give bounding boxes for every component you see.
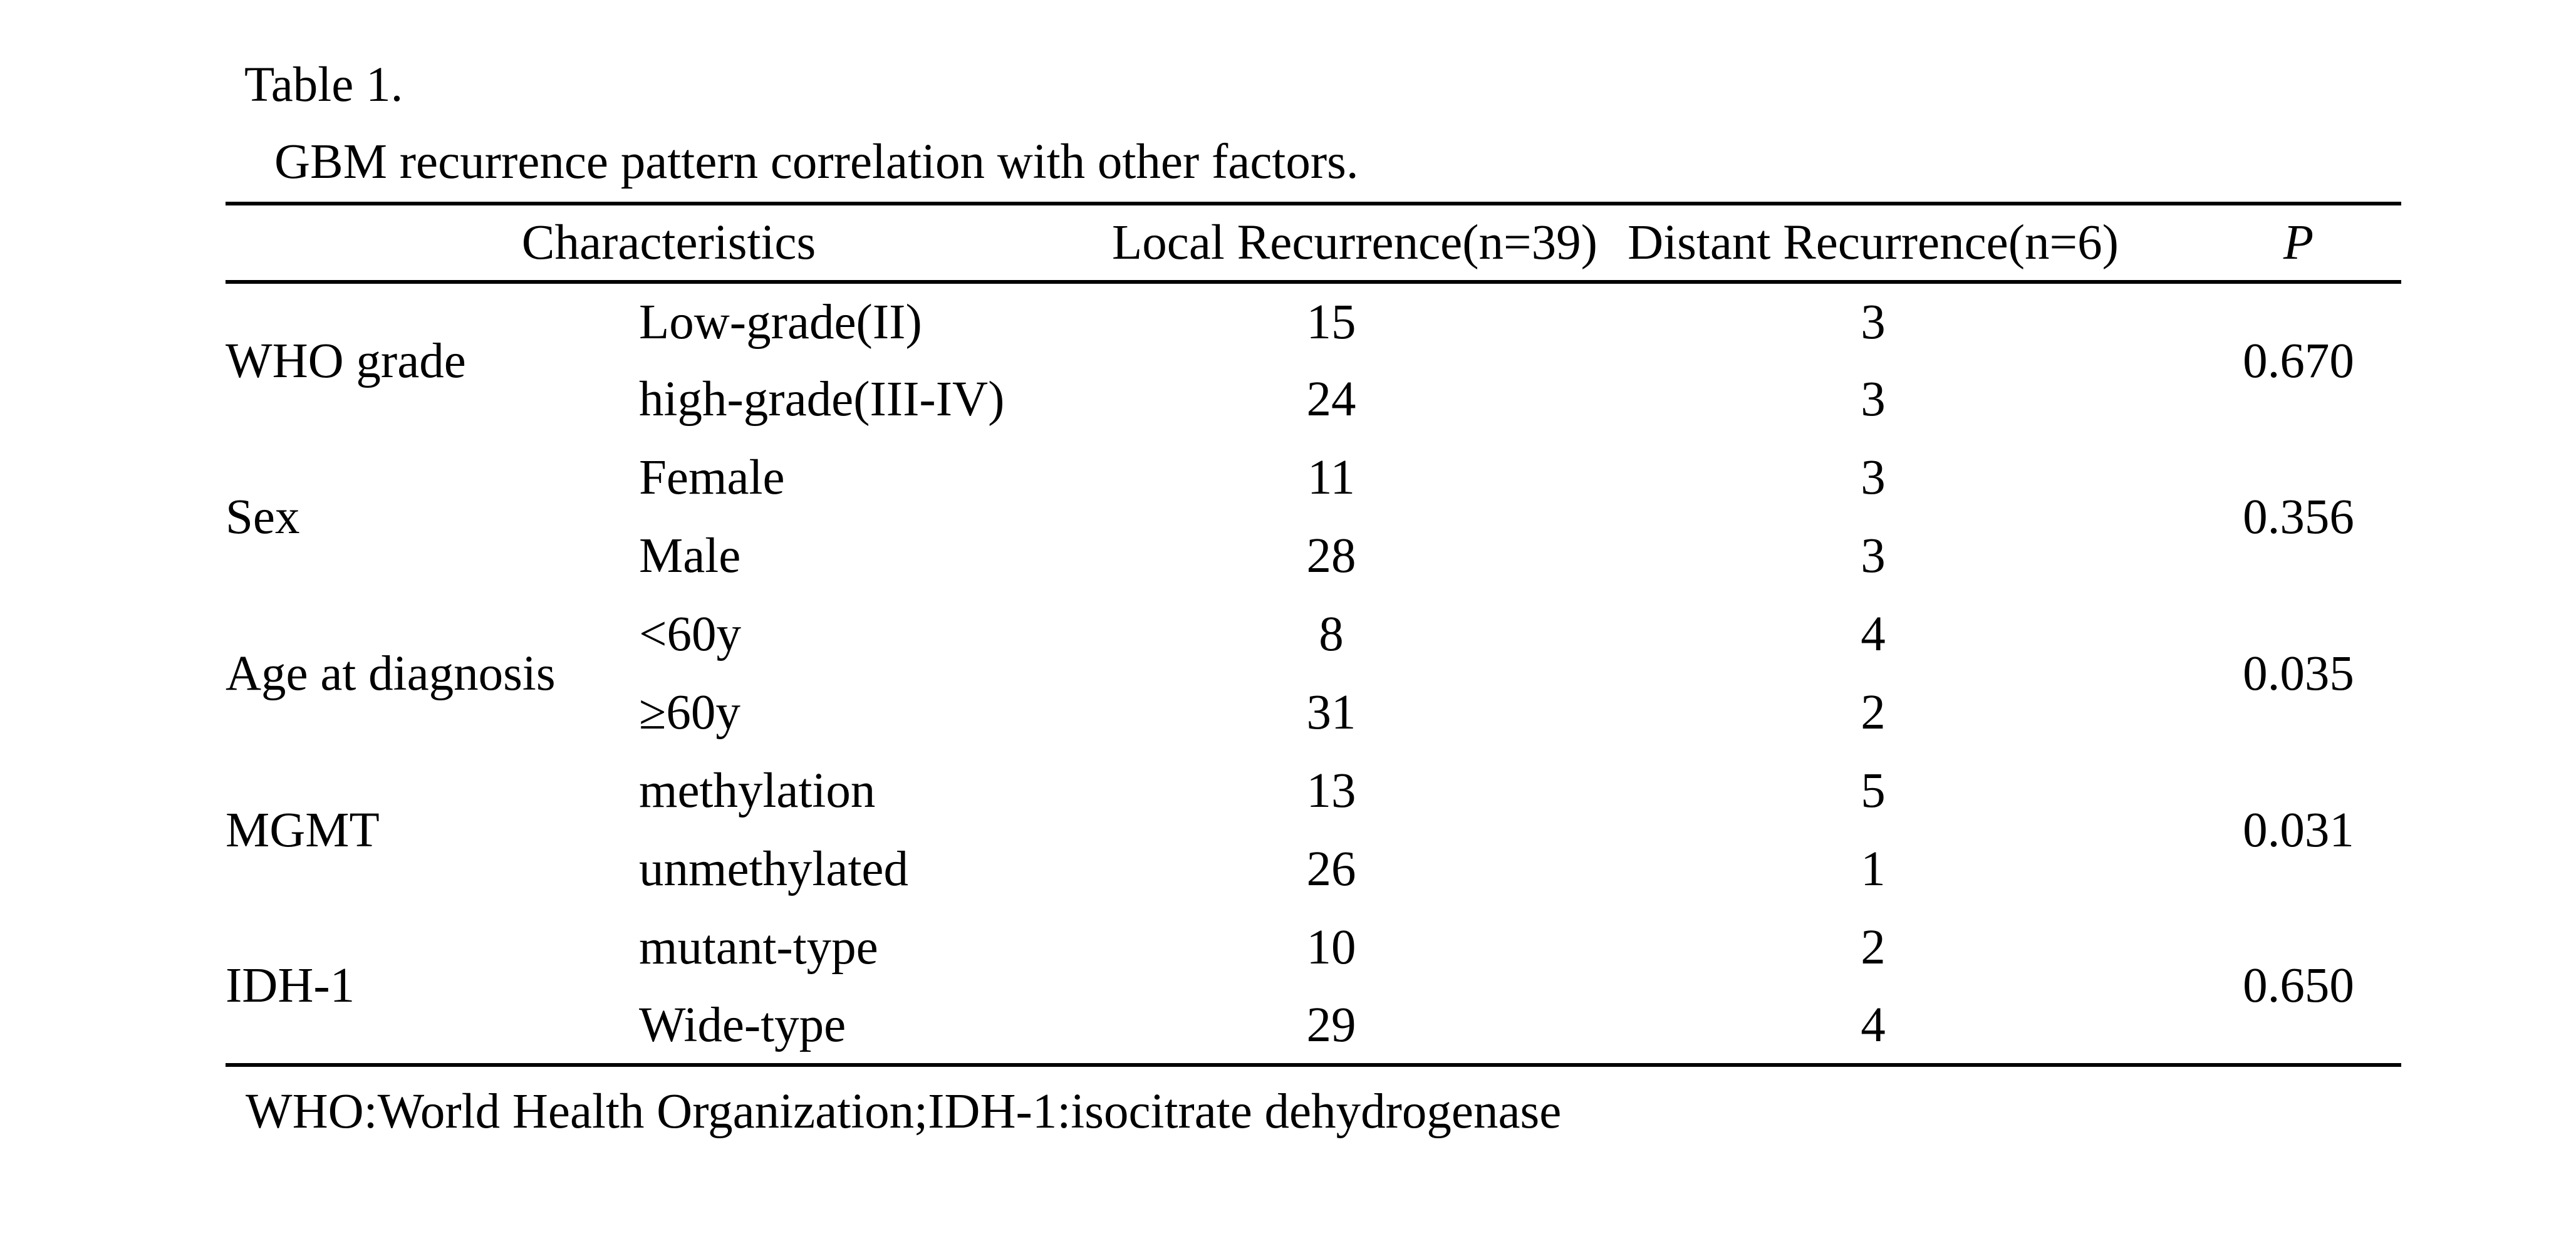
subcategory-label: mutant-type <box>639 920 878 975</box>
table-row: Age at diagnosis <60y 8 4 0.035 <box>226 595 2401 698</box>
subcategory-label: Wide-type <box>639 997 846 1052</box>
header-row: Characteristics Local Recurrence(n=39) D… <box>226 204 2402 282</box>
p-value: 0.356 <box>2243 489 2354 544</box>
subcategory-label: <60y <box>639 607 742 662</box>
local-recurrence-value: 31 <box>1306 685 1356 740</box>
p-value-significant: 0.035 <box>2243 646 2354 701</box>
characteristic-name: IDH-1 <box>226 958 355 1013</box>
table-row: Male 28 3 <box>226 517 2401 595</box>
characteristic-name: Sex <box>226 489 300 544</box>
local-recurrence-value: 26 <box>1306 842 1356 896</box>
distant-recurrence-value: 3 <box>1861 372 1886 427</box>
distant-recurrence-value: 1 <box>1861 842 1886 896</box>
subcategory-label: Low-grade(II) <box>639 294 922 350</box>
table-row: Wide-type 29 4 <box>226 987 2401 1065</box>
subcategory-label: high-grade(III-IV) <box>639 372 1005 427</box>
table-footnote: WHO:World Health Organization;IDH-1:isoc… <box>246 1084 1562 1139</box>
distant-recurrence-value: 4 <box>1861 607 1886 662</box>
column-header-characteristics: Characteristics <box>521 215 816 270</box>
table-row: WHO grade Low-grade(II) 15 3 0.670 <box>226 282 2401 387</box>
subcategory-label: ≥60y <box>639 685 740 740</box>
distant-recurrence-value: 3 <box>1861 529 1886 583</box>
local-recurrence-value: 10 <box>1306 920 1356 975</box>
p-value-significant: 0.031 <box>2243 802 2354 858</box>
local-recurrence-value: 28 <box>1306 529 1356 583</box>
distant-recurrence-value: 3 <box>1861 294 1886 350</box>
subcategory-label: Female <box>639 450 785 505</box>
distant-recurrence-value: 2 <box>1861 920 1886 975</box>
characteristic-name: WHO grade <box>226 334 466 388</box>
distant-recurrence-value: 2 <box>1861 685 1886 740</box>
subcategory-label: unmethylated <box>639 842 908 896</box>
local-recurrence-value: 11 <box>1307 450 1356 505</box>
column-header-local-recurrence: Local Recurrence(n=39) <box>1112 215 1597 270</box>
table-row: MGMT methylation 13 5 0.031 <box>226 752 2401 855</box>
subcategory-label: methylation <box>639 764 876 818</box>
local-recurrence-value: 15 <box>1306 294 1356 350</box>
recurrence-correlation-table: Characteristics Local Recurrence(n=39) D… <box>226 202 2402 1067</box>
table-row: IDH-1 mutant-type 10 2 0.650 <box>226 908 2401 1010</box>
characteristic-name: MGMT <box>226 802 380 858</box>
table-row: unmethylated 26 1 <box>226 830 2401 908</box>
local-recurrence-value: 24 <box>1306 372 1356 427</box>
local-recurrence-value: 13 <box>1306 764 1356 818</box>
p-value: 0.650 <box>2243 958 2354 1013</box>
local-recurrence-value: 8 <box>1319 607 1344 662</box>
table-row: Sex Female 11 3 0.356 <box>226 439 2401 542</box>
column-header-distant-recurrence: Distant Recurrence(n=6) <box>1628 215 2119 270</box>
table-caption: GBM recurrence pattern correlation with … <box>274 135 1359 189</box>
subcategory-label: Male <box>639 529 741 583</box>
local-recurrence-value: 29 <box>1306 997 1356 1052</box>
distant-recurrence-value: 4 <box>1861 997 1886 1052</box>
table-row: ≥60y 31 2 <box>226 673 2401 752</box>
distant-recurrence-value: 3 <box>1861 450 1886 505</box>
column-header-p-value: P <box>2283 215 2314 270</box>
table-title: Table 1. <box>244 58 403 112</box>
table-row: high-grade(III-IV) 24 3 <box>226 360 2401 439</box>
distant-recurrence-value: 5 <box>1861 764 1886 818</box>
p-value: 0.670 <box>2243 334 2354 388</box>
characteristic-name: Age at diagnosis <box>226 646 556 701</box>
